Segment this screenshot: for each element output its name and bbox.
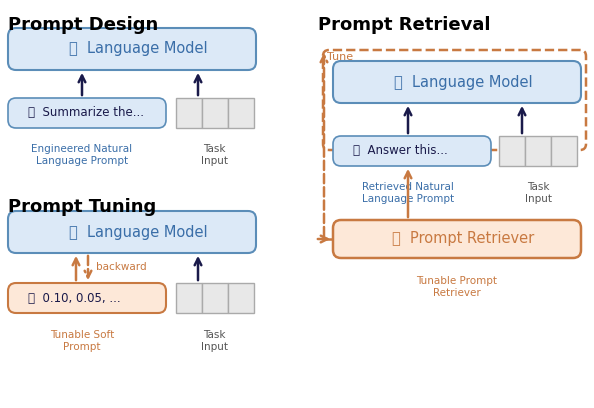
Bar — [228, 98, 254, 128]
Bar — [202, 283, 228, 313]
Text: Task
Input: Task Input — [201, 330, 228, 352]
Text: Task
Input: Task Input — [525, 182, 551, 204]
FancyBboxPatch shape — [8, 28, 256, 70]
Text: Retrieved Natural
Language Prompt: Retrieved Natural Language Prompt — [362, 182, 454, 204]
Text: Task
Input: Task Input — [201, 144, 228, 166]
FancyBboxPatch shape — [333, 136, 491, 166]
Text: 🧊  Answer this...: 🧊 Answer this... — [353, 144, 448, 157]
Text: Prompt Tuning: Prompt Tuning — [8, 198, 156, 216]
Text: 🧊  Language Model: 🧊 Language Model — [69, 42, 207, 56]
Bar — [228, 283, 254, 313]
FancyBboxPatch shape — [8, 98, 166, 128]
Bar — [176, 283, 202, 313]
Bar — [525, 136, 551, 166]
Text: Tunable Prompt
Retriever: Tunable Prompt Retriever — [416, 276, 498, 297]
Text: Tune: Tune — [327, 52, 353, 62]
Text: backward: backward — [96, 262, 147, 272]
Bar — [202, 98, 228, 128]
Text: 🧊  Summarize the...: 🧊 Summarize the... — [28, 106, 144, 120]
FancyBboxPatch shape — [8, 283, 166, 313]
Bar — [551, 136, 577, 166]
Text: 🔥  0.10, 0.05, ...: 🔥 0.10, 0.05, ... — [28, 291, 121, 304]
FancyBboxPatch shape — [333, 220, 581, 258]
Text: 🔥  Prompt Retriever: 🔥 Prompt Retriever — [392, 231, 534, 246]
Text: 🧊  Language Model: 🧊 Language Model — [69, 224, 207, 239]
FancyBboxPatch shape — [8, 211, 256, 253]
Text: 🧊  Language Model: 🧊 Language Model — [394, 75, 532, 89]
Bar — [499, 136, 525, 166]
Bar — [176, 98, 202, 128]
Text: Prompt Retrieval: Prompt Retrieval — [318, 16, 491, 34]
FancyBboxPatch shape — [333, 61, 581, 103]
Text: Prompt Design: Prompt Design — [8, 16, 158, 34]
Text: Tunable Soft
Prompt: Tunable Soft Prompt — [50, 330, 114, 352]
Text: Engineered Natural
Language Prompt: Engineered Natural Language Prompt — [31, 144, 132, 166]
